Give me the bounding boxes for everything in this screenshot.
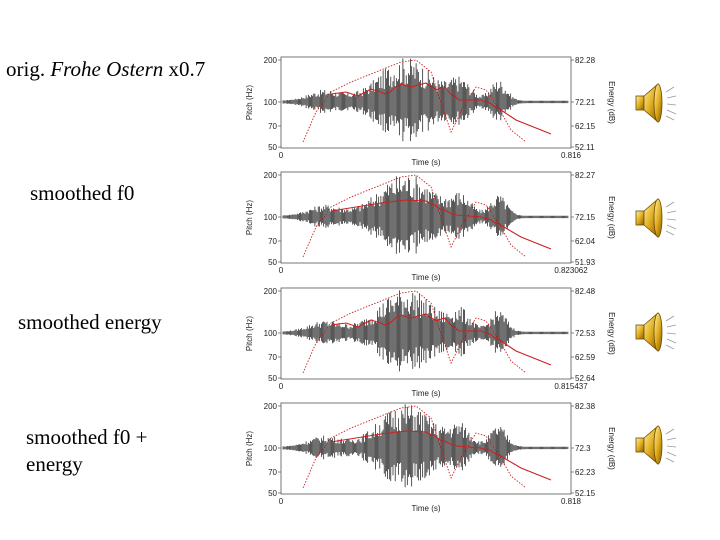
time-axis-title: Time (s) [411, 389, 440, 398]
pitch-tick-label: 100 [264, 98, 278, 107]
energy-axis-title: Energy (dB) [607, 427, 616, 470]
time-end-label: 0.823062 [554, 266, 588, 275]
energy-tick-label: 82.27 [575, 171, 596, 180]
energy-tick-label: 72.3 [575, 444, 591, 453]
label-suffix: x0.7 [163, 57, 206, 81]
energy-tick-label: 82.48 [575, 287, 596, 296]
energy-tick-label: 62.15 [575, 122, 596, 131]
speaker-graphic [635, 198, 677, 238]
pitch-energy-plot-smoothed-f0: 200 100 70 50 82.27 72.15 62.04 51.93 0 0.823062 T… [236, 167, 626, 283]
pitch-contour [330, 199, 552, 250]
time-start-label: 0 [279, 382, 284, 391]
label-line-2: energy [26, 452, 83, 476]
waveform [282, 176, 569, 254]
speaker-icon[interactable] [630, 193, 680, 243]
time-axis-title: Time (s) [411, 158, 440, 167]
time-axis-title: Time (s) [411, 273, 440, 282]
pitch-energy-plot-smoothed-energy: 200 100 70 50 82.48 72.53 62.59 52.64 0 0.815437 T… [236, 283, 626, 399]
pitch-tick-label: 100 [264, 329, 278, 338]
energy-contour [302, 59, 527, 143]
energy-axis-title: Energy (dB) [607, 81, 616, 124]
energy-axis-title: Energy (dB) [607, 196, 616, 239]
energy-tick-label: 82.28 [575, 56, 596, 65]
pitch-tick-label: 50 [268, 374, 277, 383]
energy-tick-label: 62.04 [575, 237, 596, 246]
energy-tick-label: 52.64 [575, 374, 596, 383]
pitch-tick-label: 100 [264, 213, 278, 222]
pitch-tick-label: 200 [264, 171, 278, 180]
pitch-tick-label: 200 [264, 56, 278, 65]
energy-tick-label: 51.93 [575, 258, 596, 267]
energy-tick-label: 62.23 [575, 468, 596, 477]
pitch-tick-label: 70 [268, 237, 277, 246]
pitch-tick-label: 70 [268, 468, 277, 477]
label-line-1: smoothed f0 + [26, 425, 148, 449]
plot-svg: 200 100 70 50 82.48 72.53 62.59 52.64 0 0.815437 T… [245, 287, 616, 398]
pitch-axis-title: Pitch (Hz) [245, 85, 254, 120]
speaker-graphic [635, 83, 677, 123]
time-start-label: 0 [279, 266, 284, 275]
speaker-graphic [635, 425, 677, 465]
speaker-icon[interactable] [630, 307, 680, 357]
waveform [282, 404, 569, 488]
time-start-label: 0 [279, 497, 284, 506]
pitch-tick-label: 70 [268, 122, 277, 131]
pitch-tick-label: 100 [264, 444, 278, 453]
plot-svg: 200 100 70 50 82.28 72.21 62.15 52.11 0 0.816 Time… [245, 56, 616, 167]
energy-tick-label: 52.15 [575, 489, 596, 498]
row-label-smoothed-f0: smoothed f0 [30, 181, 135, 205]
pitch-energy-plot-original: 200 100 70 50 82.28 72.21 62.15 52.11 0 0.816 Time… [236, 52, 626, 168]
energy-tick-label: 72.15 [575, 213, 596, 222]
pitch-axis-title: Pitch (Hz) [245, 200, 254, 235]
speaker-icon[interactable] [630, 420, 680, 470]
energy-axis-title: Energy (dB) [607, 312, 616, 355]
pitch-tick-label: 50 [268, 489, 277, 498]
pitch-axis-title: Pitch (Hz) [245, 316, 254, 351]
energy-contour [302, 290, 527, 374]
energy-tick-label: 62.59 [575, 353, 596, 362]
pitch-tick-label: 200 [264, 287, 278, 296]
time-end-label: 0.818 [561, 497, 582, 506]
plot-svg: 200 100 70 50 82.27 72.15 62.04 51.93 0 0.823062 T… [245, 171, 616, 282]
speaker-icon[interactable] [630, 78, 680, 128]
pitch-contour [330, 82, 552, 135]
speaker-graphic [635, 312, 677, 352]
pitch-tick-label: 200 [264, 402, 278, 411]
energy-tick-label: 72.53 [575, 329, 596, 338]
plot-svg: 200 100 70 50 82.38 72.3 62.23 52.15 0 0.818 Time … [245, 402, 616, 513]
energy-tick-label: 72.21 [575, 98, 596, 107]
energy-contour [302, 174, 527, 258]
row-label-smoothed-f0-energy: smoothed f0 + energy [26, 424, 148, 478]
energy-contour [302, 405, 527, 489]
time-axis-title: Time (s) [411, 504, 440, 513]
pitch-tick-label: 50 [268, 143, 277, 152]
label-title: Frohe Ostern [50, 57, 164, 81]
time-end-label: 0.816 [561, 151, 582, 160]
pitch-tick-label: 70 [268, 353, 277, 362]
energy-tick-label: 52.11 [575, 143, 595, 152]
energy-tick-label: 82.38 [575, 402, 596, 411]
row-label-smoothed-energy: smoothed energy [18, 310, 162, 334]
pitch-contour [330, 313, 552, 366]
pitch-axis-title: Pitch (Hz) [245, 431, 254, 466]
pitch-contour [330, 430, 552, 481]
plot-frame [280, 287, 572, 380]
pitch-energy-plot-smoothed-f0-energy: 200 100 70 50 82.38 72.3 62.23 52.15 0 0.818 Time … [236, 398, 626, 514]
time-end-label: 0.815437 [554, 382, 588, 391]
plot-frame [280, 171, 572, 264]
plot-frame [280, 402, 572, 495]
label-prefix: orig. [6, 57, 51, 81]
row-label-original: orig. Frohe Ostern x0.7 [6, 56, 205, 83]
time-start-label: 0 [279, 151, 284, 160]
waveform [282, 58, 569, 142]
waveform [282, 290, 569, 372]
plot-frame [280, 56, 572, 149]
pitch-tick-label: 50 [268, 258, 277, 267]
